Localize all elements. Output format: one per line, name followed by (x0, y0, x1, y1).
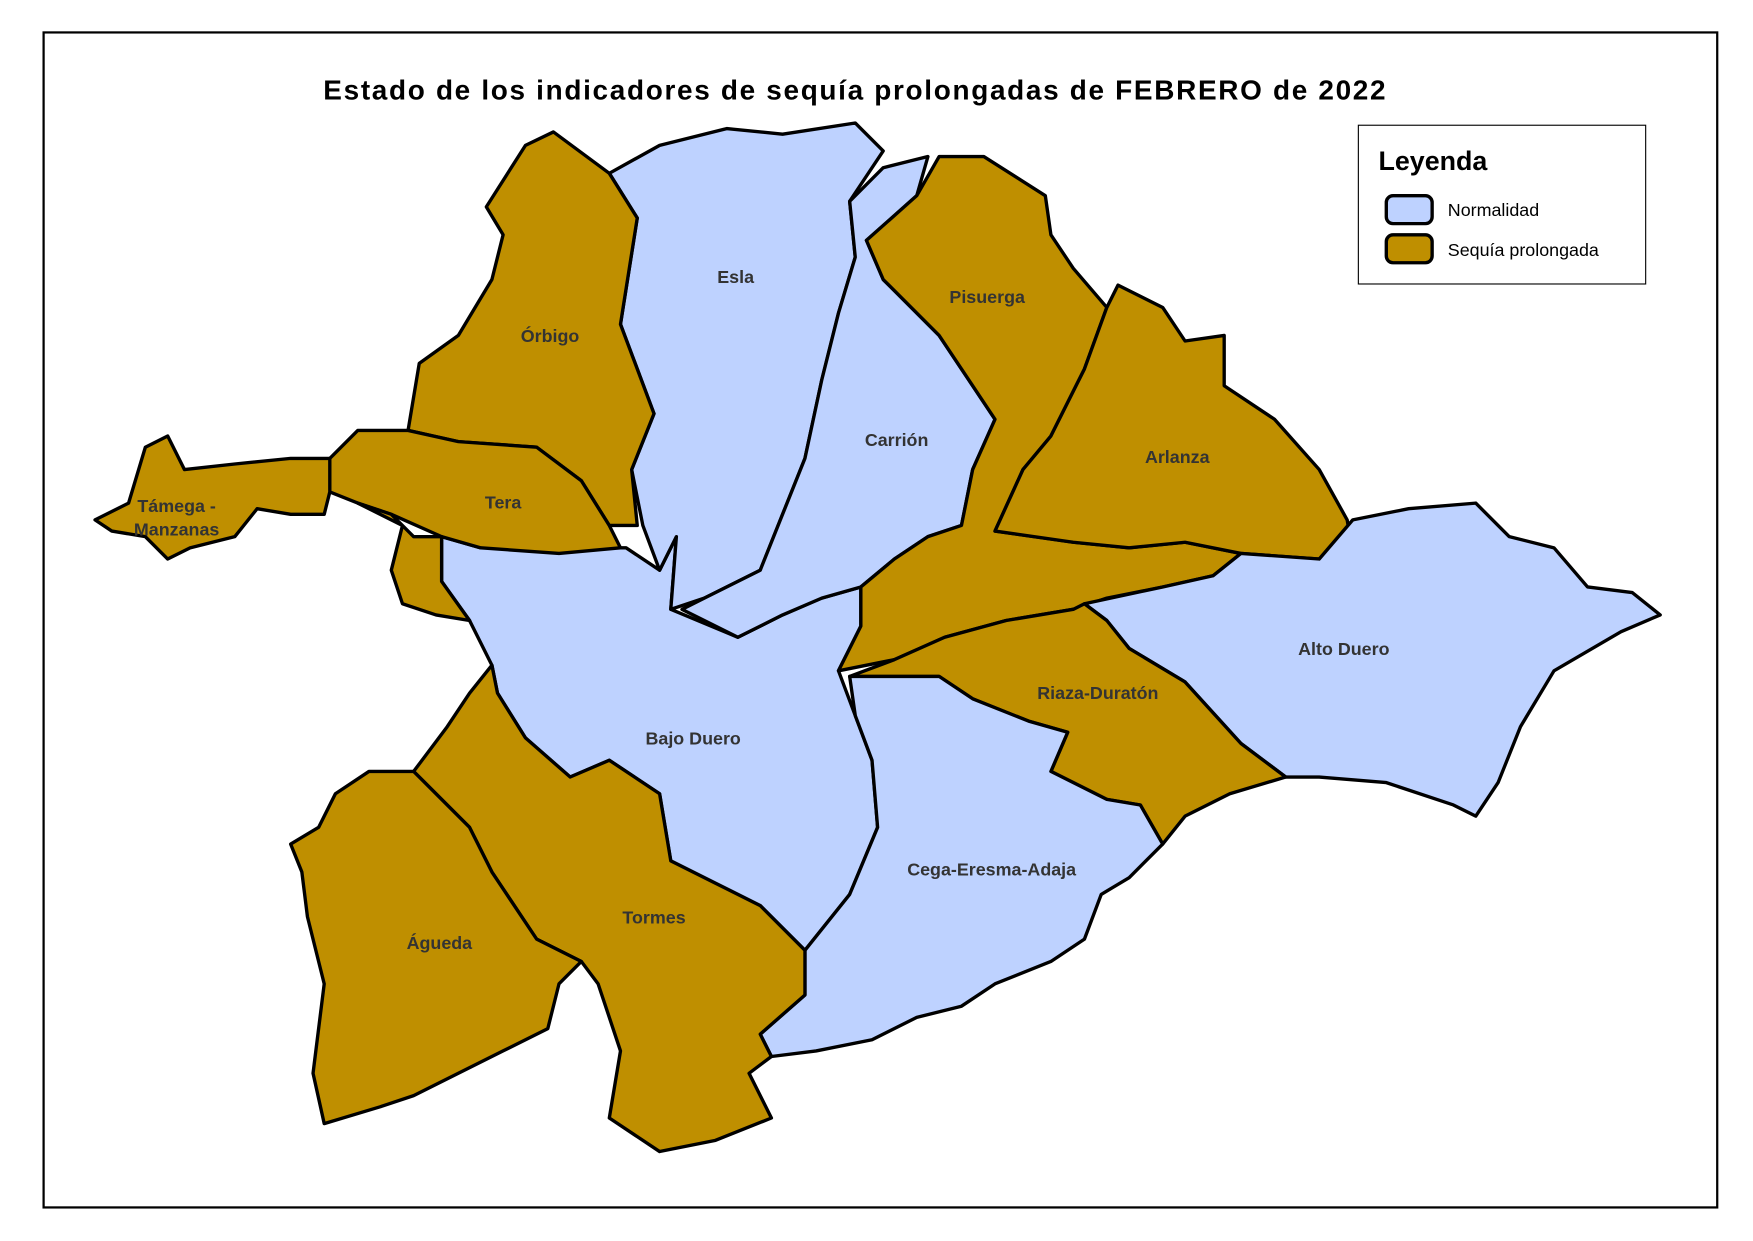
region-label-cega-eresma-adaja: Cega-Eresma-Adaja (907, 859, 1077, 879)
region-alto-duero (1082, 501, 1662, 818)
labels-layer: Bajo Duero Esla Carrión Órbigo Pisuerga Arlan… (134, 267, 1390, 953)
legend-swatch-sequia (1384, 233, 1434, 265)
region-label-alto-duero: Alto Duero (1298, 639, 1389, 659)
region-agueda (288, 769, 584, 1126)
region-label-orbigo: Órbigo (521, 325, 580, 346)
map-title: Estado de los indicadores de sequía prol… (323, 75, 1387, 106)
legend-swatch-normalidad (1384, 193, 1434, 226)
region-label-tamega-manzanas: Támega -Manzanas (134, 496, 219, 539)
regions-layer (93, 121, 1662, 1154)
region-label-esla: Esla (717, 267, 755, 287)
legend-title: Leyenda (1378, 146, 1488, 176)
region-label-pisuerga: Pisuerga (949, 287, 1026, 307)
region-label-riaza-duraton: Riaza-Duratón (1037, 683, 1158, 703)
legend-label-normalidad: Normalidad (1448, 200, 1539, 220)
region-label-agueda: Águeda (407, 932, 474, 953)
region-label-bajo-duero: Bajo Duero (645, 729, 740, 749)
region-tera-south (356, 501, 472, 623)
region-cega-eresma-adaja (758, 674, 1165, 1059)
region-label-tera: Tera (485, 493, 522, 513)
region-tamega-manzanas (93, 434, 332, 561)
legend-label-sequia: Sequía prolongada (1448, 240, 1599, 260)
region-label-carrion: Carrión (865, 430, 929, 450)
region-label-tormes: Tormes (622, 907, 685, 927)
region-label-arlanza: Arlanza (1145, 447, 1211, 467)
legend: Leyenda Normalidad Sequía prolongada (1357, 124, 1647, 285)
